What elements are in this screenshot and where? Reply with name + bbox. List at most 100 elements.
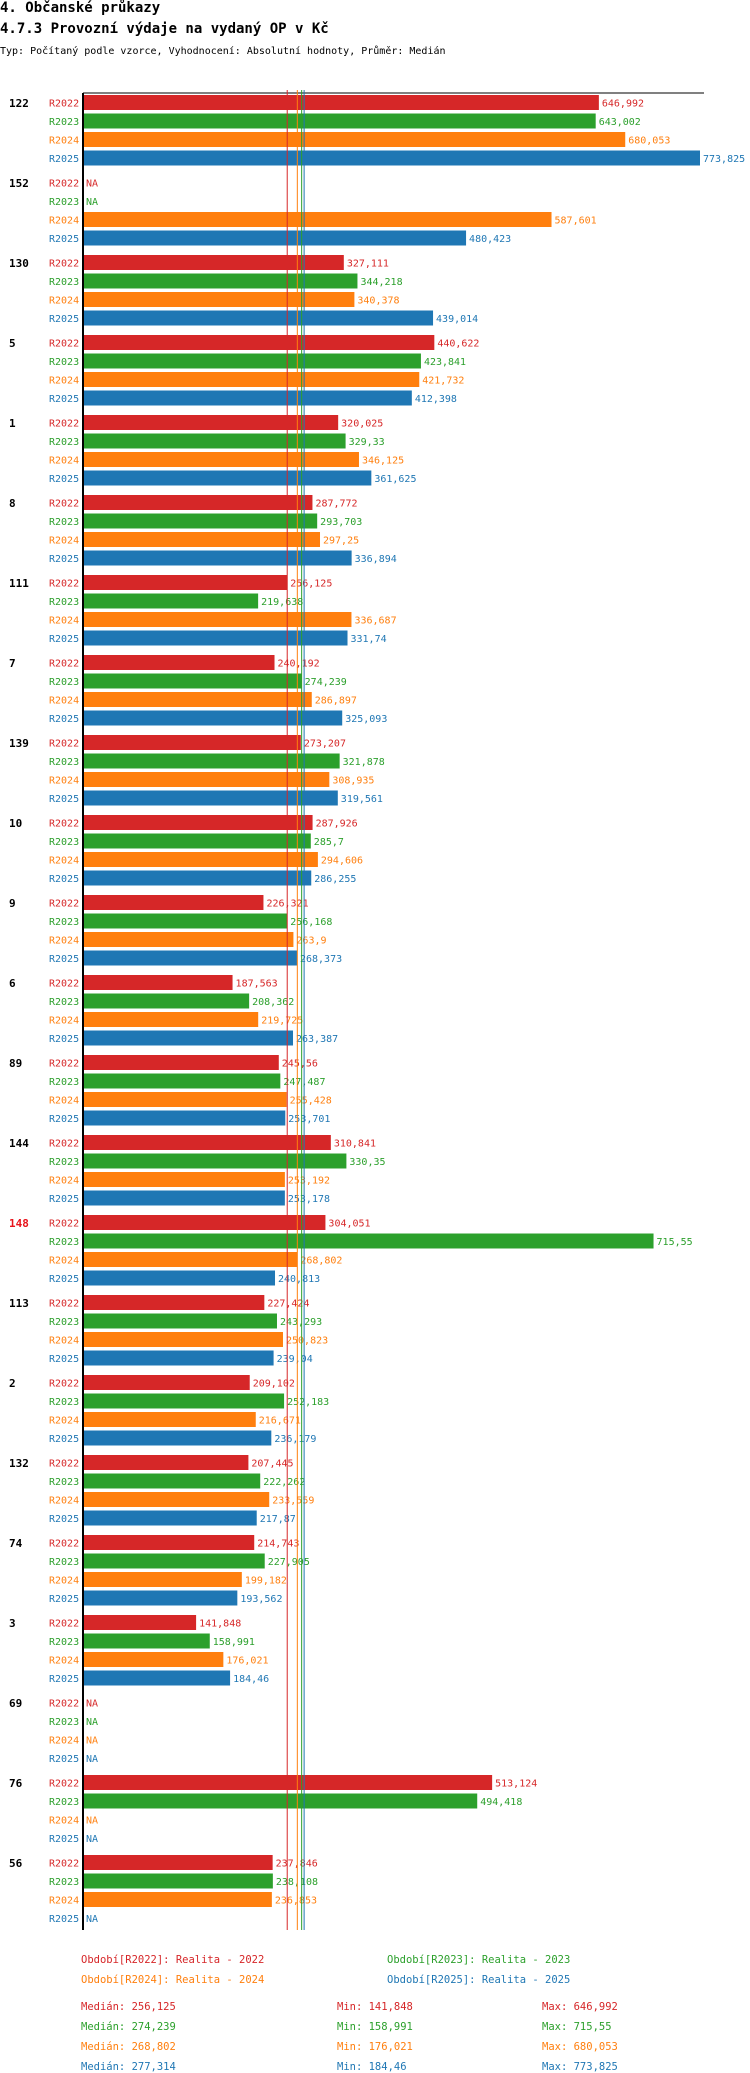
bar-139-R2022	[83, 735, 301, 750]
series-label-130-R2024: R2024	[49, 296, 79, 307]
value-label-76-R2024: NA	[86, 1816, 98, 1827]
bar-6-R2023	[83, 993, 250, 1009]
series-label-152-R2023: R2023	[49, 197, 79, 208]
bar-1-R2025	[83, 470, 372, 486]
category-label-74: 74	[9, 1537, 23, 1550]
series-label-148-R2022: R2022	[49, 1219, 79, 1230]
section-title: 4. Občanské průkazy	[0, 0, 161, 16]
legend-median-r2025: Medián: 277,314	[81, 2061, 176, 2073]
value-label-6-R2025: 263,387	[296, 1034, 338, 1045]
series-label-111-R2023: R2023	[49, 597, 79, 608]
series-label-1-R2023: R2023	[49, 437, 79, 448]
series-label-2-R2022: R2022	[49, 1379, 79, 1390]
bar-113-R2025	[83, 1350, 274, 1366]
series-label-69-R2023: R2023	[49, 1717, 79, 1728]
series-label-89-R2022: R2022	[49, 1059, 79, 1070]
series-label-69-R2022: R2022	[49, 1699, 79, 1710]
value-label-130-R2024: 340,378	[357, 296, 399, 307]
value-label-130-R2022: 327,111	[347, 259, 389, 270]
bar-76-R2023	[83, 1793, 478, 1809]
series-label-5-R2023: R2023	[49, 357, 79, 368]
value-label-122-R2023: 643,002	[599, 117, 641, 128]
series-label-10-R2022: R2022	[49, 819, 79, 830]
series-label-74-R2024: R2024	[49, 1576, 79, 1587]
value-label-5-R2023: 423,841	[424, 357, 466, 368]
series-label-130-R2022: R2022	[49, 259, 79, 270]
series-label-76-R2024: R2024	[49, 1816, 79, 1827]
category-label-148: 148	[9, 1217, 29, 1230]
category-label-9: 9	[9, 897, 16, 910]
series-label-132-R2024: R2024	[49, 1496, 79, 1507]
bar-5-R2023	[83, 353, 421, 369]
value-label-6-R2023: 208,362	[252, 997, 294, 1008]
series-label-144-R2022: R2022	[49, 1139, 79, 1150]
bar-113-R2022	[83, 1295, 265, 1310]
series-label-139-R2024: R2024	[49, 776, 79, 787]
value-label-74-R2022: 214,743	[257, 1539, 299, 1550]
series-label-3-R2024: R2024	[49, 1656, 79, 1667]
category-label-132: 132	[9, 1457, 29, 1470]
category-label-111: 111	[9, 577, 29, 590]
series-label-122-R2024: R2024	[49, 136, 79, 147]
bar-8-R2022	[83, 495, 313, 510]
series-label-132-R2022: R2022	[49, 1459, 79, 1470]
category-label-152: 152	[9, 177, 29, 190]
legend-period-r2022: Období[R2022]: Realita - 2022	[81, 1954, 265, 1966]
bar-7-R2022	[83, 655, 275, 670]
value-label-130-R2023: 344,218	[360, 277, 402, 288]
legend-period-r2025: Období[R2025]: Realita - 2025	[387, 1974, 571, 1986]
value-label-113-R2022: 227,424	[267, 1299, 309, 1310]
value-label-2-R2023: 252,183	[287, 1397, 329, 1408]
value-label-56-R2022: 237,846	[276, 1859, 318, 1870]
series-label-10-R2025: R2025	[49, 874, 79, 885]
bar-7-R2025	[83, 710, 343, 726]
value-label-139-R2023: 321,878	[343, 757, 385, 768]
category-label-113: 113	[9, 1297, 29, 1310]
series-label-111-R2025: R2025	[49, 634, 79, 645]
series-label-148-R2025: R2025	[49, 1274, 79, 1285]
value-label-69-R2024: NA	[86, 1736, 98, 1747]
value-label-76-R2022: 513,124	[495, 1779, 537, 1790]
series-label-89-R2025: R2025	[49, 1114, 79, 1125]
value-label-8-R2023: 293,703	[320, 517, 362, 528]
value-label-144-R2025: 253,178	[288, 1194, 330, 1205]
series-label-152-R2025: R2025	[49, 234, 79, 245]
bar-152-R2024	[83, 212, 552, 227]
bar-139-R2025	[83, 790, 338, 806]
series-label-10-R2023: R2023	[49, 837, 79, 848]
bar-74-R2023	[83, 1553, 265, 1569]
bar-9-R2023	[83, 913, 288, 929]
bar-111-R2024	[83, 612, 352, 627]
value-label-10-R2022: 287,926	[316, 819, 358, 830]
series-label-7-R2025: R2025	[49, 714, 79, 725]
value-label-144-R2023: 330,35	[349, 1157, 385, 1168]
value-label-89-R2024: 255,428	[290, 1096, 332, 1107]
series-label-7-R2023: R2023	[49, 677, 79, 688]
series-label-56-R2022: R2022	[49, 1859, 79, 1870]
legend-period-r2024: Období[R2024]: Realita - 2024	[81, 1974, 265, 1986]
series-label-139-R2023: R2023	[49, 757, 79, 768]
series-label-2-R2024: R2024	[49, 1416, 79, 1427]
legend-period-r2023: Období[R2023]: Realita - 2023	[387, 1954, 571, 1966]
series-label-76-R2022: R2022	[49, 1779, 79, 1790]
series-label-9-R2024: R2024	[49, 936, 79, 947]
value-label-113-R2023: 243,293	[280, 1317, 322, 1328]
value-label-8-R2022: 287,772	[315, 499, 357, 510]
legend-max-r2023: Max: 715,55	[542, 2021, 612, 2033]
category-label-3: 3	[9, 1617, 16, 1630]
value-label-7-R2024: 286,897	[315, 696, 357, 707]
legend-median-r2023: Medián: 274,239	[81, 2021, 176, 2033]
bar-122-R2024	[83, 132, 626, 147]
value-label-139-R2024: 308,935	[332, 776, 374, 787]
legend-max-r2024: Max: 680,053	[542, 2041, 618, 2053]
value-label-144-R2024: 253,192	[288, 1176, 330, 1187]
value-label-132-R2023: 222,262	[263, 1477, 305, 1488]
chart-subtitle: Typ: Počítaný podle vzorce, Vyhodnocení:…	[0, 46, 446, 57]
value-label-76-R2023: 494,418	[480, 1797, 522, 1808]
category-label-10: 10	[9, 817, 22, 830]
bar-8-R2025	[83, 550, 352, 566]
legend-max-r2025: Max: 773,825	[542, 2061, 618, 2073]
value-label-111-R2023: 219,638	[261, 597, 303, 608]
series-label-144-R2024: R2024	[49, 1176, 79, 1187]
bar-139-R2024	[83, 772, 330, 787]
